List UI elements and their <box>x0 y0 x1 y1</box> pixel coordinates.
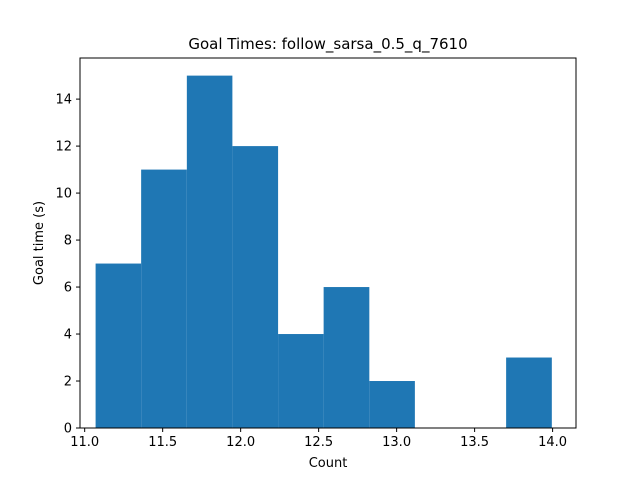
bars-group <box>95 75 552 429</box>
chart-title: Goal Times: follow_sarsa_0.5_q_7610 <box>188 35 467 54</box>
x-tick-label: 14.0 <box>538 435 567 450</box>
x-axis-label: Count <box>309 456 348 471</box>
x-tick-label: 12.0 <box>226 435 255 450</box>
y-tick-label: 14 <box>55 93 72 108</box>
x-tick-label: 13.5 <box>460 435 489 450</box>
x-axis-ticks: 11.0 11.5 12.0 12.5 13.0 13.5 14.0 <box>70 428 567 450</box>
histogram-bar <box>506 357 552 428</box>
y-tick-label: 0 <box>64 422 72 437</box>
plot-frame <box>79 57 577 429</box>
histogram-bar <box>278 334 324 428</box>
x-tick-label: 11.0 <box>70 435 99 450</box>
histogram-bar <box>232 146 279 428</box>
y-tick-label: 6 <box>64 281 72 296</box>
y-tick-label: 4 <box>64 328 72 343</box>
y-axis-ticks: 0 2 4 6 8 10 12 14 <box>55 93 80 437</box>
y-tick-label: 12 <box>55 140 72 155</box>
x-tick-label: 13.0 <box>382 435 411 450</box>
y-axis-label: Goal time (s) <box>32 201 47 285</box>
y-tick-label: 2 <box>64 375 72 390</box>
x-tick-label: 11.5 <box>148 435 177 450</box>
histogram-bar <box>323 287 370 428</box>
y-tick-label: 8 <box>64 234 72 249</box>
x-tick-label: 12.5 <box>304 435 333 450</box>
histogram-bar <box>95 263 142 428</box>
histogram-bar <box>186 75 233 428</box>
y-tick-label: 10 <box>55 187 72 202</box>
histogram-bar <box>369 381 415 428</box>
histogram-bar <box>141 169 187 429</box>
